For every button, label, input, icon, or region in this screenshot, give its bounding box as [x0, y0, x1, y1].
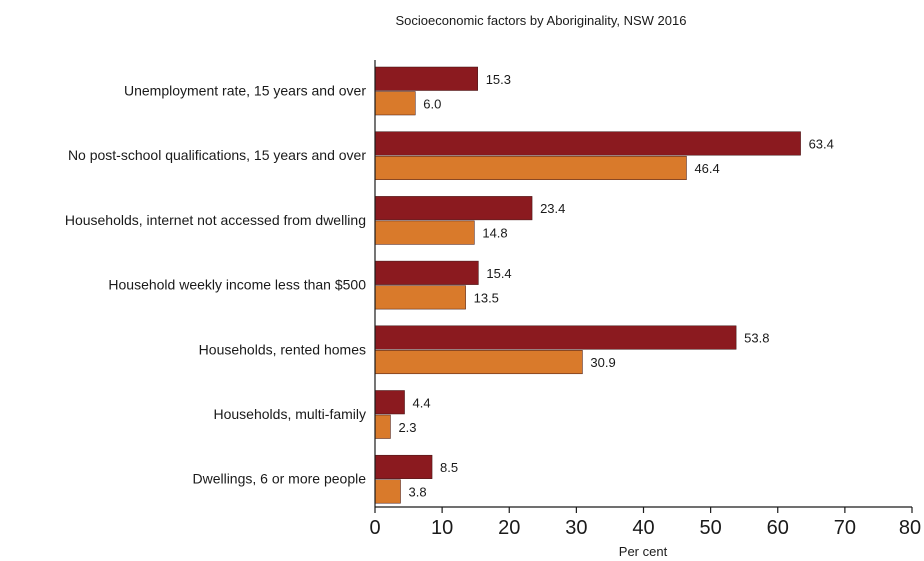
data-label: 63.4	[809, 136, 834, 151]
bar	[374, 220, 475, 245]
x-tick-label: 40	[632, 517, 654, 539]
bar	[374, 479, 401, 504]
x-tick-label: 30	[565, 517, 587, 539]
data-label: 53.8	[744, 331, 769, 346]
category-label: No post-school qualifications, 15 years …	[68, 147, 366, 163]
x-tick-label: 50	[700, 517, 722, 539]
category-label: Households, internet not accessed from d…	[65, 212, 366, 228]
x-tick-label: 60	[767, 517, 789, 539]
data-label: 15.3	[486, 72, 511, 87]
bar	[374, 91, 416, 116]
bar	[374, 454, 433, 479]
category-label: Household weekly income less than $500	[108, 277, 366, 293]
bar	[374, 131, 801, 156]
x-tick-label: 80	[899, 517, 921, 539]
x-axis-title: Per cent	[619, 544, 668, 559]
bar	[374, 325, 737, 350]
x-axis: 0 10 20 30 40 50 60 70 80	[369, 60, 921, 539]
bar	[374, 350, 583, 375]
bar	[374, 260, 479, 285]
category-label: Households, multi-family	[214, 406, 367, 422]
bar	[374, 155, 687, 180]
category-label: Unemployment rate, 15 years and over	[124, 83, 366, 99]
bar	[374, 390, 405, 415]
data-label: 23.4	[540, 201, 565, 216]
bar	[374, 285, 466, 310]
data-label: 4.4	[413, 395, 431, 410]
data-label: 46.4	[694, 161, 719, 176]
chart-title: Socioeconomic factors by Aboriginality, …	[396, 13, 687, 28]
bar	[374, 196, 533, 221]
category-label: Dwellings, 6 or more people	[192, 471, 366, 487]
data-label: 2.3	[398, 420, 416, 435]
bars-group: 15.3 6.0 63.4 46.4 23.4 14.8 15.4 13.5 53.8 30.9 4…	[374, 66, 834, 504]
data-label: 6.0	[423, 96, 441, 111]
bar	[374, 66, 478, 91]
data-label: 3.8	[409, 484, 427, 499]
data-label: 13.5	[474, 290, 499, 305]
category-labels: Unemployment rate, 15 years and over No p…	[65, 83, 367, 487]
data-label: 14.8	[482, 226, 507, 241]
x-tick-label: 70	[834, 517, 856, 539]
x-tick-label: 0	[369, 517, 380, 539]
x-tick-label: 20	[498, 517, 520, 539]
data-label: 30.9	[590, 355, 615, 370]
data-label: 8.5	[440, 460, 458, 475]
bar	[374, 414, 391, 439]
category-label: Households, rented homes	[199, 341, 366, 357]
x-tick-label: 10	[431, 517, 453, 539]
data-label: 15.4	[486, 266, 511, 281]
